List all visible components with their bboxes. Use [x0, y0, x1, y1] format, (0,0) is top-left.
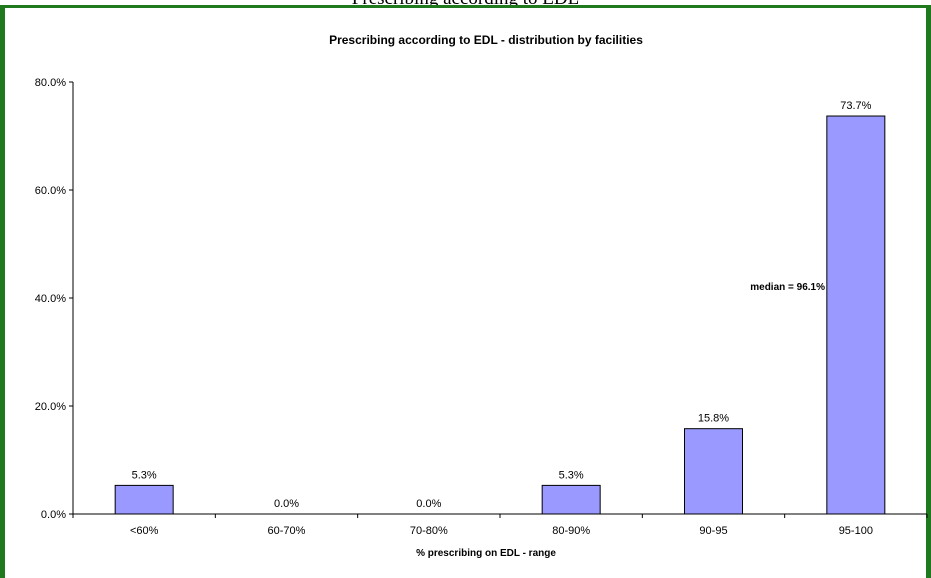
data-labels: 5.3% 0.0% 0.0% 5.3% 15.8% 73.7% — [132, 100, 872, 510]
bar — [541, 484, 601, 515]
chart-title: Prescribing according to EDL - distribut… — [329, 33, 643, 47]
x-tick-label: 90-95 — [699, 525, 727, 537]
x-tick-label: <60% — [130, 525, 159, 537]
y-tick-label: 60.0% — [35, 185, 66, 197]
y-axis: 0.0% 20.0% 40.0% 60.0% 80.0% — [35, 77, 74, 521]
data-label: 15.8% — [698, 413, 729, 425]
y-tick-label: 20.0% — [35, 401, 66, 413]
data-label: 73.7% — [840, 100, 871, 112]
y-tick-label: 0.0% — [41, 509, 66, 521]
median-annotation: median = 96.1% — [750, 282, 825, 293]
data-label: 0.0% — [416, 498, 441, 510]
bar — [684, 428, 743, 515]
bar — [114, 484, 174, 515]
data-label: 0.0% — [274, 498, 299, 510]
chart-frame — [0, 5, 931, 578]
x-tick-label: 70-80% — [410, 525, 448, 537]
x-tick-label: 60-70% — [268, 525, 306, 537]
x-axis-title: % prescribing on EDL - range — [416, 548, 556, 559]
x-tick-label: 95-100 — [839, 525, 873, 537]
bar — [826, 115, 886, 515]
y-tick-label: 80.0% — [35, 77, 66, 89]
y-tick-label: 40.0% — [35, 293, 66, 305]
page-caption: Prescribing according to EDL — [0, 0, 931, 10]
bars — [114, 115, 886, 515]
x-axis: <60% 60-70% 70-80% 80-90% 90-95 95-100 — [72, 513, 928, 537]
x-tick-label: 80-90% — [552, 525, 590, 537]
data-label: 5.3% — [559, 469, 584, 481]
data-label: 5.3% — [132, 469, 157, 481]
